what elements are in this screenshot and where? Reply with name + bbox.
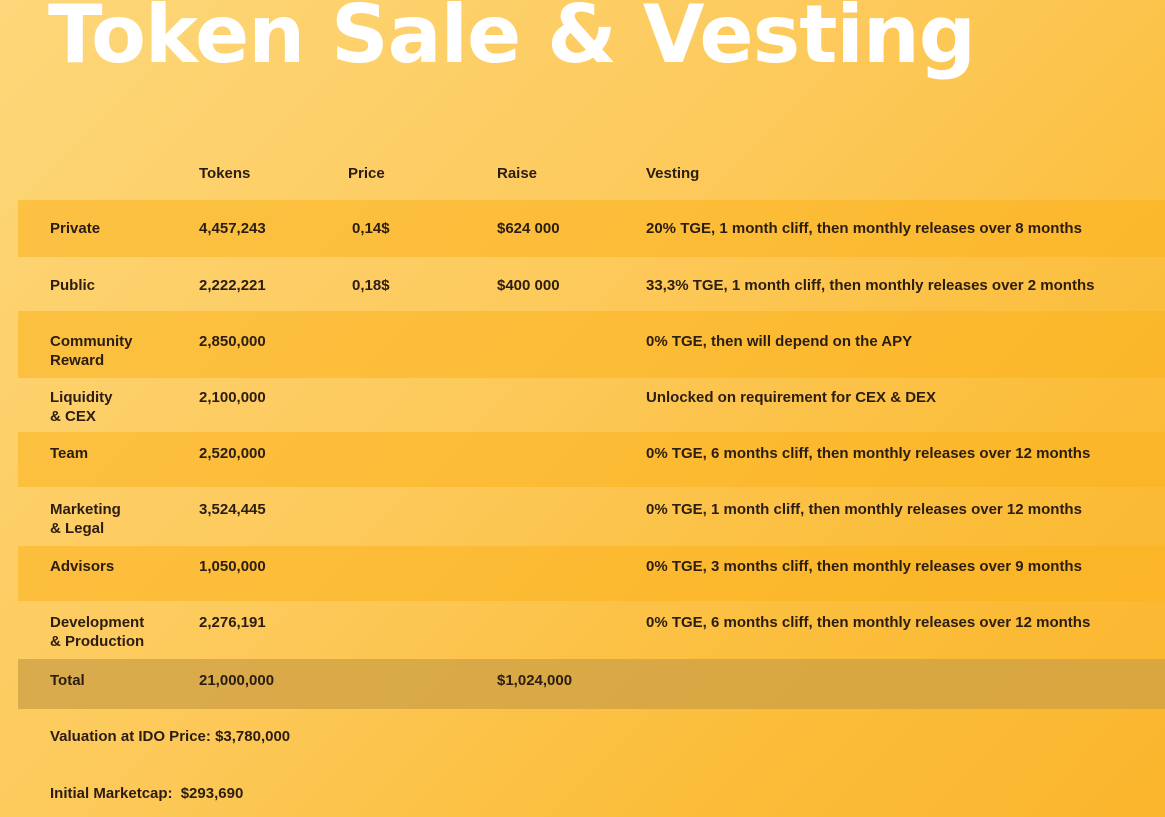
- row-label: Private: [50, 220, 101, 237]
- total-raise: $1,024,000: [497, 672, 573, 689]
- row-tokens: 2,222,221: [199, 277, 266, 294]
- marketcap-line: Initial Marketcap: $293,690: [50, 785, 243, 802]
- row-label: Development & Production: [50, 614, 145, 650]
- row-vesting: 0% TGE, 6 months cliff, then monthly rel…: [646, 445, 1091, 462]
- row-vesting: 0% TGE, 6 months cliff, then monthly rel…: [646, 614, 1091, 631]
- header-raise: Raise: [497, 165, 538, 182]
- table-row-team: Team 2,520,000 0% TGE, 6 months cliff, t…: [18, 432, 1165, 487]
- valuation-line: Valuation at IDO Price: $3,780,000: [50, 728, 290, 745]
- row-raise: $624 000: [497, 220, 560, 237]
- table-row-private: Private 4,457,243 0,14$ $624 000 20% TGE…: [18, 200, 1165, 257]
- row-vesting: Unlocked on requirement for CEX & DEX: [646, 389, 937, 406]
- row-price: 0,18$: [352, 277, 390, 294]
- header-tokens: Tokens: [199, 165, 251, 182]
- marketcap-label: Initial Marketcap:: [50, 785, 173, 802]
- table-row-liquidity-cex: Liquidity & CEX 2,100,000 Unlocked on re…: [18, 378, 1165, 432]
- row-tokens: 2,100,000: [199, 389, 266, 406]
- row-label: Community Reward: [50, 333, 133, 369]
- table-row-community-reward: Community Reward 2,850,000 0% TGE, then …: [18, 311, 1165, 378]
- page-title: Token Sale & Vesting: [48, 0, 976, 81]
- row-label: Team: [50, 445, 89, 462]
- row-vesting: 0% TGE, then will depend on the APY: [646, 333, 913, 350]
- token-sale-table: Tokens Price Raise Vesting Private 4,457…: [18, 152, 1165, 709]
- table-row-development-production: Development & Production 2,276,191 0% TG…: [18, 601, 1165, 659]
- row-price: 0,14$: [352, 220, 390, 237]
- row-vesting: 33,3% TGE, 1 month cliff, then monthly r…: [646, 277, 1095, 294]
- row-label: Liquidity & CEX: [50, 389, 113, 425]
- table-row-total: Total 21,000,000 $1,024,000: [18, 659, 1165, 709]
- total-label: Total: [50, 672, 85, 689]
- row-tokens: 2,520,000: [199, 445, 266, 462]
- header-price: Price: [348, 165, 385, 182]
- valuation-value: $3,780,000: [215, 728, 291, 745]
- table-header-row: Tokens Price Raise Vesting: [18, 152, 1165, 200]
- row-tokens: 3,524,445: [199, 501, 266, 518]
- table-row-public: Public 2,222,221 0,18$ $400 000 33,3% TG…: [18, 257, 1165, 311]
- row-label: Public: [50, 277, 96, 294]
- row-vesting: 0% TGE, 1 month cliff, then monthly rele…: [646, 501, 1082, 518]
- row-tokens: 1,050,000: [199, 558, 266, 575]
- total-tokens: 21,000,000: [199, 672, 275, 689]
- row-label: Advisors: [50, 558, 115, 575]
- row-tokens: 2,850,000: [199, 333, 266, 350]
- valuation-label: Valuation at IDO Price:: [50, 728, 211, 745]
- row-vesting: 20% TGE, 1 month cliff, then monthly rel…: [646, 220, 1082, 237]
- row-vesting: 0% TGE, 3 months cliff, then monthly rel…: [646, 558, 1082, 575]
- row-label: Marketing & Legal: [50, 501, 121, 537]
- row-raise: $400 000: [497, 277, 560, 294]
- marketcap-value: $293,690: [180, 785, 244, 802]
- header-vesting: Vesting: [646, 165, 700, 182]
- table-row-advisors: Advisors 1,050,000 0% TGE, 3 months clif…: [18, 546, 1165, 601]
- row-tokens: 2,276,191: [199, 614, 266, 631]
- table-row-marketing-legal: Marketing & Legal 3,524,445 0% TGE, 1 mo…: [18, 487, 1165, 546]
- row-tokens: 4,457,243: [199, 220, 266, 237]
